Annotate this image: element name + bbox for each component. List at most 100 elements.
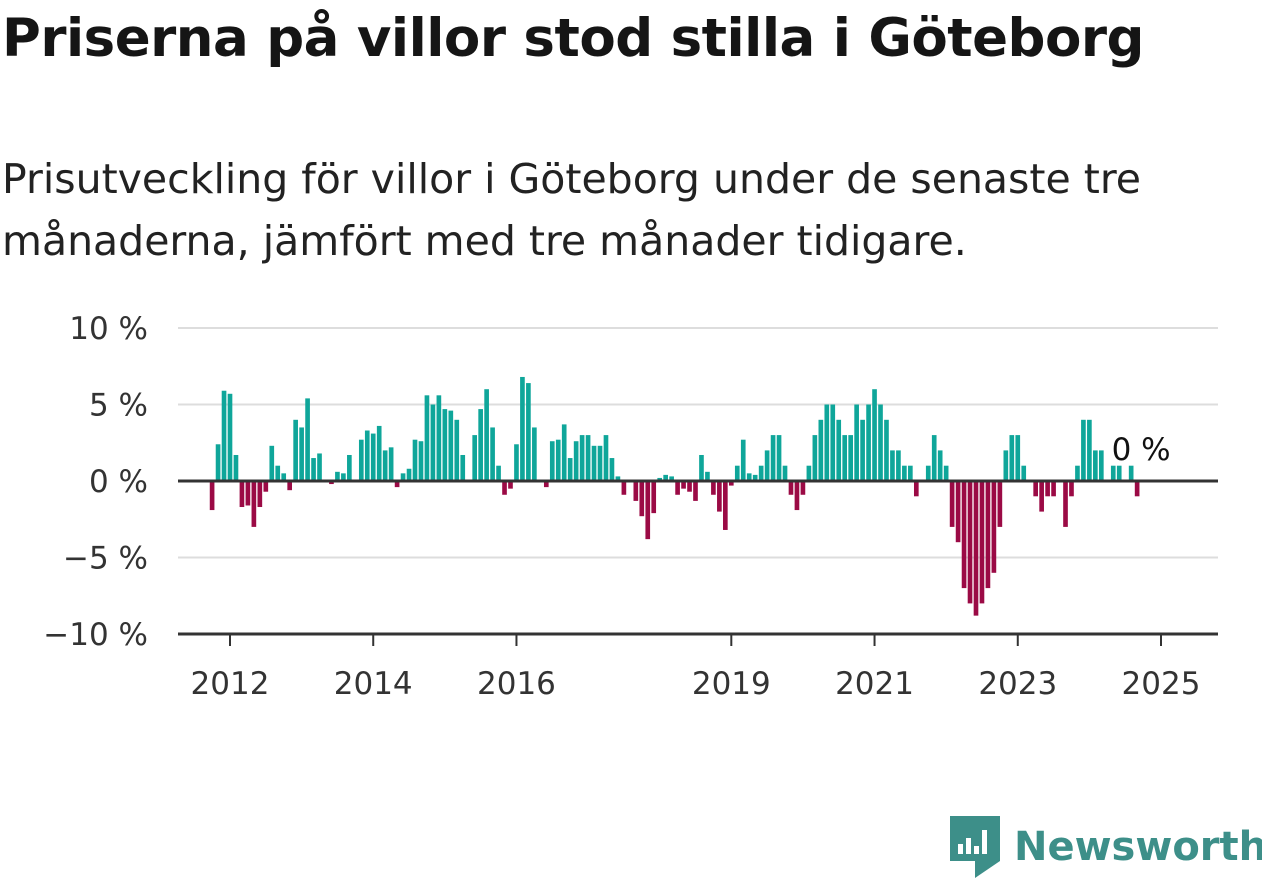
bar	[890, 450, 895, 481]
bar	[418, 441, 424, 481]
bar	[567, 458, 573, 481]
bar	[1128, 465, 1134, 481]
bar	[579, 435, 585, 481]
bar	[896, 450, 901, 481]
bar	[442, 409, 448, 481]
y-tick-label: 10 %	[69, 311, 148, 347]
bar	[746, 473, 752, 481]
chart-subtitle: Prisutveckling för villor i Göteborg und…	[2, 155, 1142, 265]
bar	[347, 454, 352, 481]
bar	[424, 395, 430, 481]
bar	[311, 458, 316, 481]
bar-chart: 10 % 5 % 0 % −5 % −10 % 2012 2014 2016 2019 2021…	[43, 311, 1218, 702]
bar	[394, 481, 400, 488]
bar	[705, 471, 710, 481]
x-tick-label: 2025	[1122, 666, 1201, 702]
y-axis-labels: 10 % 5 % 0 % −5 % −10 %	[43, 311, 148, 653]
bar	[723, 481, 728, 530]
bar	[335, 471, 340, 481]
bar	[1134, 481, 1140, 497]
bar	[543, 481, 549, 488]
bar	[639, 481, 645, 517]
bar	[317, 453, 322, 481]
bar	[532, 427, 537, 481]
bar	[472, 435, 478, 481]
bar	[1051, 481, 1056, 497]
bar	[937, 450, 943, 481]
bar	[902, 465, 907, 481]
bar	[788, 481, 794, 495]
bar	[848, 435, 853, 481]
x-tick-label: 2023	[978, 666, 1057, 702]
bar	[782, 465, 788, 481]
bar	[836, 419, 842, 481]
bar	[376, 425, 382, 481]
bar	[740, 439, 746, 481]
bar	[1009, 435, 1015, 481]
bar	[215, 444, 221, 481]
bar	[699, 454, 704, 481]
bar	[454, 419, 460, 481]
bar	[973, 481, 979, 616]
bar	[711, 481, 716, 495]
bar	[967, 481, 973, 604]
bar	[1098, 450, 1104, 481]
bar	[854, 404, 859, 481]
bar	[370, 433, 376, 481]
bar	[603, 435, 609, 481]
bar	[812, 435, 818, 481]
bar	[687, 481, 692, 492]
bar	[549, 441, 555, 481]
bar	[1087, 419, 1092, 481]
bar	[979, 481, 985, 604]
bar	[364, 430, 370, 481]
bar	[448, 410, 454, 481]
bar	[878, 404, 883, 481]
bar	[305, 398, 310, 481]
bar	[609, 458, 615, 481]
bar	[842, 435, 848, 481]
bar	[239, 481, 245, 508]
bar	[257, 481, 263, 508]
bar	[526, 383, 531, 481]
gridlines	[178, 327, 1218, 559]
bar	[209, 481, 215, 511]
bar	[484, 389, 489, 481]
bar	[764, 450, 770, 481]
bar	[961, 481, 967, 589]
bar	[1021, 465, 1027, 481]
bar	[651, 481, 657, 514]
bar	[1069, 481, 1074, 497]
bar	[872, 389, 877, 481]
bar	[400, 473, 406, 481]
bars	[209, 376, 1140, 616]
bar	[275, 465, 281, 481]
bar	[478, 409, 483, 481]
bar	[663, 474, 668, 481]
chart-title: Priserna på villor stod stilla i Götebor…	[2, 8, 1144, 69]
bar	[645, 481, 651, 540]
bar	[681, 481, 686, 489]
bar	[991, 481, 997, 573]
bar	[770, 435, 776, 481]
bar	[943, 465, 949, 481]
bar	[955, 481, 961, 543]
bar	[514, 444, 519, 481]
bar	[1110, 465, 1116, 481]
bar	[585, 435, 591, 481]
bar	[406, 468, 412, 481]
bar	[329, 481, 334, 485]
bar	[299, 427, 304, 481]
bar	[1063, 481, 1068, 527]
bar	[591, 445, 597, 481]
bar	[1015, 435, 1021, 481]
bar	[675, 481, 680, 495]
bar	[412, 439, 418, 481]
bar	[615, 476, 621, 481]
y-tick-label: 0 %	[89, 464, 148, 500]
bar	[430, 404, 436, 481]
bar	[866, 404, 871, 481]
x-tick-label: 2014	[334, 666, 413, 702]
bar	[949, 481, 955, 527]
brand-footer: Newsworthy	[950, 816, 1262, 878]
